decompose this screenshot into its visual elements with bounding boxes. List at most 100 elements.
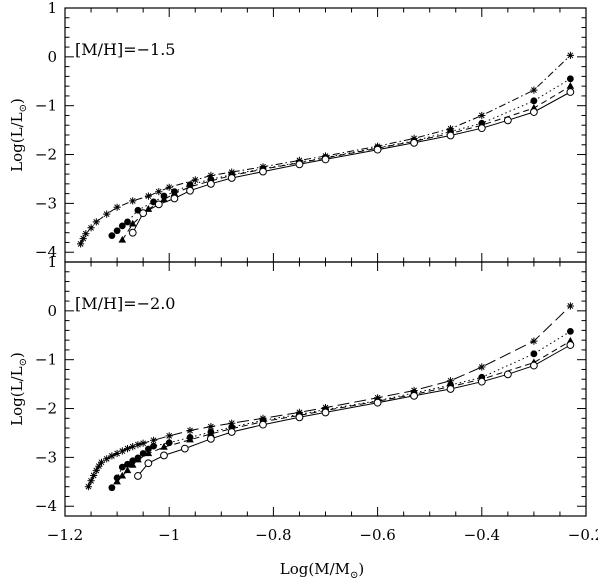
data-point-filled-circle: [530, 97, 538, 105]
data-point-asterisk: [123, 445, 132, 453]
data-point-asterisk: [207, 171, 215, 180]
data-point-filled-circle: [118, 463, 126, 471]
data-point-asterisk: [165, 183, 173, 191]
metallicity-annotation: [M/H]=−2.0: [75, 294, 175, 313]
y-tick-label: −4: [35, 243, 57, 261]
data-point-asterisk: [92, 467, 100, 475]
y-tick-label: −2: [35, 146, 57, 164]
data-point-filled-triangle: [170, 189, 179, 197]
data-point-asterisk: [118, 447, 126, 455]
data-point-open-circle: [295, 160, 304, 169]
data-point-open-circle: [373, 398, 382, 407]
data-point-filled-triangle: [186, 435, 194, 443]
data-point-asterisk: [139, 439, 147, 447]
data-point-filled-circle: [139, 450, 147, 457]
data-point-open-circle: [566, 341, 575, 349]
data-point-filled-triangle: [566, 81, 575, 89]
y-tick-label: −1: [35, 97, 57, 115]
data-point-asterisk: [530, 86, 538, 94]
data-point-asterisk: [530, 337, 538, 345]
data-point-filled-circle: [124, 218, 131, 226]
data-point-filled-circle: [108, 232, 116, 240]
data-point-asterisk: [90, 471, 98, 480]
data-point-asterisk: [566, 51, 574, 59]
data-point-open-circle: [321, 155, 330, 164]
data-point-open-circle: [128, 228, 137, 237]
data-point-open-circle: [503, 370, 512, 379]
data-point-filled-circle: [108, 484, 116, 492]
x-tick-label: −0.8: [255, 526, 291, 544]
y-axis-label-subscript: ⊙: [18, 104, 29, 112]
x-axis-label: Log(M/M⊙): [280, 560, 364, 581]
data-point-asterisk: [150, 436, 158, 444]
data-point-open-circle: [259, 167, 267, 176]
series-line-filled-triangle: [121, 85, 571, 241]
data-point-filled-triangle: [207, 429, 215, 437]
data-point-filled-circle: [124, 460, 131, 468]
data-point-filled-triangle: [118, 235, 127, 243]
series-line-asterisk: [87, 305, 571, 487]
data-point-asterisk: [186, 426, 194, 435]
y-tick-label: 1: [47, 0, 57, 17]
data-point-filled-triangle: [118, 471, 127, 479]
data-point-asterisk: [113, 449, 121, 458]
data-point-filled-triangle: [144, 205, 153, 212]
data-point-filled-circle: [530, 350, 538, 358]
data-point-filled-triangle: [160, 195, 168, 203]
data-point-open-circle: [566, 88, 575, 96]
data-point-asterisk: [97, 458, 106, 466]
y-tick-label: 0: [47, 48, 57, 66]
data-point-filled-circle: [144, 445, 152, 453]
x-tick-label: −1.2: [47, 526, 83, 544]
y-axis-label-subscript: ⊙: [18, 358, 29, 366]
x-tick-label: −0.2: [568, 526, 598, 544]
data-point-asterisk: [566, 302, 574, 310]
data-point-filled-triangle: [123, 466, 132, 474]
data-point-open-circle: [227, 428, 236, 436]
series-line-open-circle: [132, 91, 571, 233]
series-line-open-circle: [137, 344, 571, 477]
metallicity-annotation: [M/H]=−1.5: [75, 40, 175, 59]
data-point-asterisk: [113, 203, 121, 211]
data-point-open-circle: [134, 472, 142, 480]
data-point-asterisk: [144, 192, 152, 200]
data-point-asterisk: [129, 197, 137, 205]
y-tick-label: −3: [35, 448, 57, 466]
data-point-open-circle: [154, 200, 163, 209]
data-point-filled-circle: [129, 457, 137, 465]
data-point-filled-triangle: [134, 455, 142, 463]
data-point-open-circle: [160, 451, 168, 460]
data-point-asterisk: [103, 210, 111, 218]
data-point-open-circle: [170, 194, 179, 203]
y-tick-label: 1: [47, 253, 57, 271]
data-point-open-circle: [206, 434, 215, 443]
data-point-asterisk: [87, 477, 95, 485]
series-line-asterisk: [80, 55, 571, 245]
data-point-asterisk: [134, 441, 142, 449]
y-tick-label: −2: [35, 400, 57, 418]
data-point-filled-triangle: [113, 477, 121, 485]
data-point-asterisk: [191, 176, 199, 184]
data-point-open-circle: [259, 420, 267, 429]
x-axis-label-close: ): [358, 560, 364, 578]
data-point-open-circle: [446, 385, 455, 393]
data-point-asterisk: [108, 452, 116, 460]
x-tick-label: −1: [158, 526, 180, 544]
data-point-open-circle: [321, 408, 330, 417]
data-point-filled-triangle: [128, 219, 137, 227]
data-point-open-circle: [477, 377, 486, 386]
y-axis-label: Log(L/L⊙): [8, 352, 29, 426]
y-tick-label: 0: [47, 302, 57, 320]
data-point-filled-circle: [150, 442, 157, 450]
data-point-filled-circle: [165, 439, 173, 447]
data-point-open-circle: [477, 124, 486, 133]
data-point-asterisk: [228, 419, 236, 427]
data-point-filled-triangle: [144, 449, 153, 457]
data-point-open-circle: [227, 174, 236, 182]
data-point-asterisk: [129, 443, 137, 451]
data-point-open-circle: [295, 413, 304, 422]
data-point-open-circle: [180, 444, 189, 453]
x-axis-label-main: Log(M/M: [280, 560, 350, 578]
data-point-open-circle: [503, 116, 512, 125]
